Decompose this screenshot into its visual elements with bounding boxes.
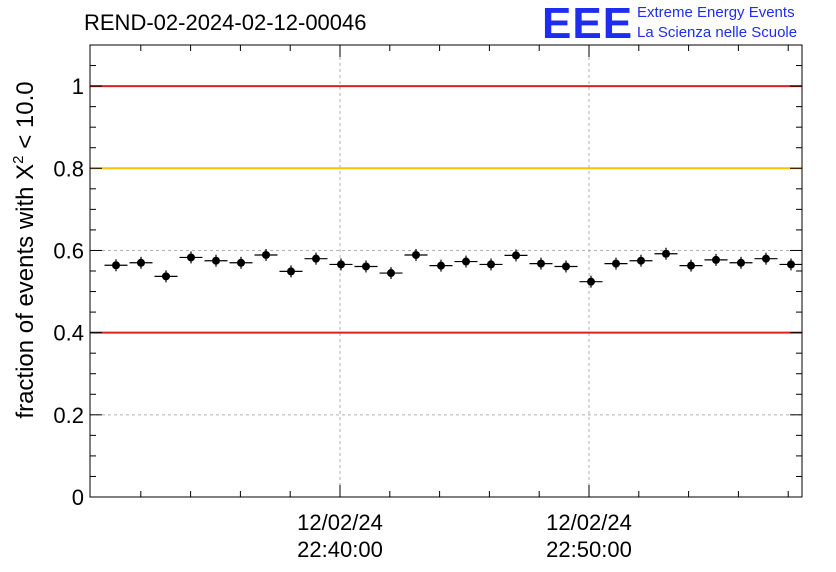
data-point [679, 259, 703, 272]
data-point [129, 256, 153, 269]
y-axis-label: fraction of events with X2 < 10.0 [10, 81, 39, 418]
y-tick-label: 0.8 [53, 156, 84, 181]
data-point [754, 252, 778, 265]
data-point [104, 259, 128, 272]
data-point [354, 260, 378, 273]
data-point [229, 256, 253, 269]
data-point [454, 255, 478, 268]
data-point [529, 257, 553, 270]
y-tick-label: 0 [72, 485, 84, 510]
data-point [279, 265, 303, 278]
data-point [654, 247, 678, 260]
data-point [729, 256, 753, 269]
y-tick-label: 0.6 [53, 238, 84, 263]
data-point [429, 259, 453, 272]
plot-frame [89, 44, 803, 498]
data-point [554, 260, 578, 273]
data-point [604, 257, 628, 270]
y-tick-label: 1 [72, 74, 84, 99]
data-point [404, 248, 428, 261]
data-point [179, 251, 203, 264]
x-tick-label-date: 12/02/24 [546, 510, 632, 535]
chart-title: REND-02-2024-02-12-00046 [84, 10, 367, 35]
data-point [154, 270, 178, 283]
x-tick-label-date: 12/02/24 [297, 510, 383, 535]
data-point [254, 248, 278, 261]
data-point [379, 267, 403, 280]
data-point [629, 254, 653, 267]
logo-text-line2: La Scienza nelle Scuole [637, 24, 798, 41]
logo-text-line1: Extreme Energy Events [637, 4, 795, 21]
data-point [204, 254, 228, 267]
data-point [779, 258, 803, 271]
data-point [329, 258, 353, 271]
data-point [579, 275, 603, 288]
x-tick-label-time: 22:40:00 [297, 537, 383, 562]
data-point [504, 249, 528, 262]
eee-logo: EEE [542, 0, 634, 48]
y-tick-label: 0.4 [53, 321, 84, 346]
data-point [479, 258, 503, 271]
y-tick-label: 0.2 [53, 403, 84, 428]
x-tick-label-time: 22:50:00 [546, 537, 632, 562]
data-point [304, 252, 328, 265]
data-point [704, 253, 728, 266]
